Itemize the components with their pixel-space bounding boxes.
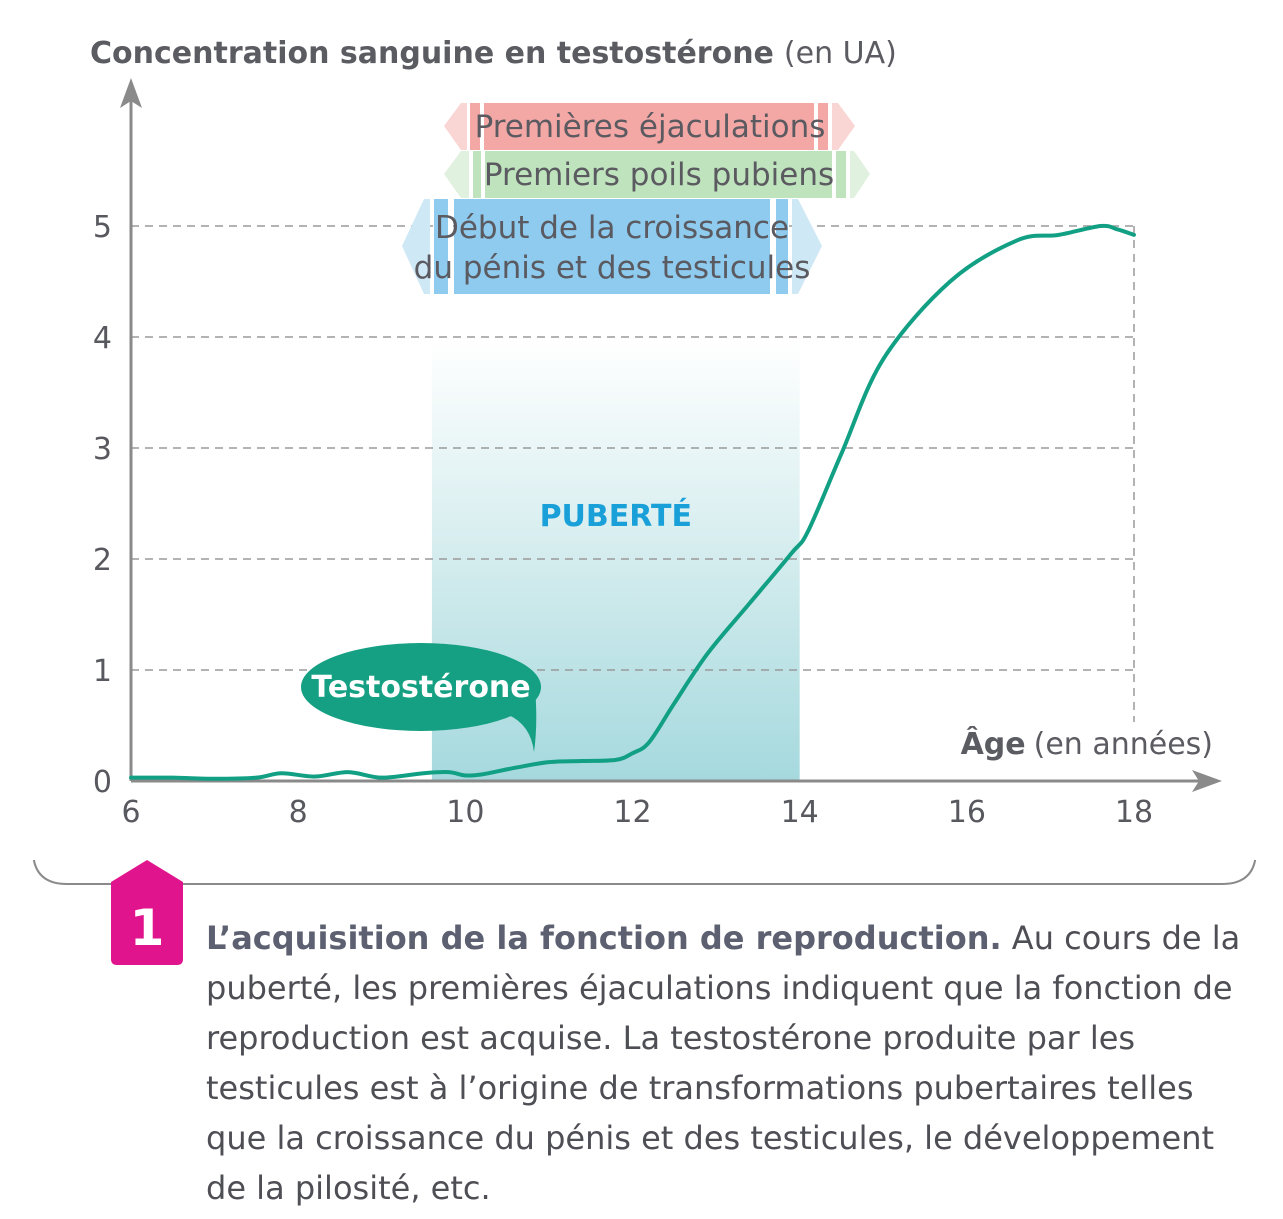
x-tick-label-14: 14 [781,795,819,830]
annotation-ejaculations-label: Premières éjaculations [475,109,826,145]
x-tick-label-6: 6 [121,795,140,830]
y-tick-label-4: 4 [93,321,112,356]
caption-body: Au cours de la puberté, les premières éj… [206,919,1241,1207]
annotation-ejaculations-right-edge [818,103,828,150]
annotation-pubic-hair-left-arrow [444,151,461,198]
annotation-pubic-hair-left-edge [473,151,481,198]
y-tick-label-3: 3 [93,432,112,467]
annotation-ejaculations-bar [484,103,814,150]
x-tick-label-8: 8 [289,795,308,830]
testosterone-series-line [129,223,1136,781]
testosterone-callout: Testostérone [301,643,541,752]
x-tick-label-10: 10 [446,795,484,830]
annotation-growth: Début de la croissance du pénis et des t… [402,199,822,294]
annotation-growth-right-edge [776,199,788,294]
annotation-ejaculations-right-cap [832,103,838,150]
caption-title: L’acquisition de la fonction de reproduc… [206,919,1002,957]
y-tick-label-1: 1 [93,654,112,689]
annotation-growth-label-line1: Début de la croissance [435,210,789,246]
annotation-ejaculations-left-arrow [444,103,461,150]
figure-number-badge [111,860,183,965]
annotation-pubic-hair-bar [485,151,832,198]
callout-tail [500,688,537,752]
annotation-growth-left-arrow [402,199,424,294]
testosterone-chart: PUBERTÉ Premières éjaculations Premiers … [90,36,1222,830]
annotation-pubic-hair-right-edge [836,151,846,198]
x-tick-labels: 6 8 10 12 14 16 18 [121,795,1153,830]
figure-number: 1 [129,899,165,957]
x-axis-title: Âge (en années) [961,726,1213,762]
puberty-label: PUBERTÉ [540,498,692,534]
gridlines [131,225,1135,722]
annotation-ejaculations-left-edge [470,103,480,150]
y-tick-label-2: 2 [93,543,112,578]
annotation-growth-left-cap [424,199,430,294]
y-axis-title: Concentration sanguine en testostérone (e… [90,36,897,71]
y-axis-arrow [120,78,142,108]
x-axis-arrow [1192,770,1222,792]
callout-label: Testostérone [311,670,530,705]
annotation-growth-right-arrow [798,199,822,294]
y-tick-labels: 0 1 2 3 4 5 [93,210,112,800]
annotation-growth-right-cap [792,199,798,294]
annotation-ejaculations-left-cap [461,103,467,150]
badge-shape [111,860,183,965]
annotation-pubic-hair-right-cap [850,151,854,198]
annotation-ejaculations: Premières éjaculations [444,103,855,150]
caption-frame [32,860,1257,885]
caption-frame-line [32,860,1257,885]
annotation-growth-label-line2: du pénis et des testicules [414,250,811,286]
annotation-pubic-hair-label: Premiers poils pubiens [484,157,834,193]
y-tick-label-5: 5 [93,210,112,245]
y-tick-label-0: 0 [93,765,112,800]
annotation-growth-left-edge [434,199,448,294]
annotation-pubic-hair-left-cap [461,151,469,198]
annotation-pubic-hair-right-arrow [854,151,870,198]
callout-bubble [301,643,541,731]
annotation-growth-bar [454,199,770,294]
x-tick-label-12: 12 [613,795,651,830]
caption-text: L’acquisition de la fonction de reproduc… [206,913,1256,1213]
annotation-ejaculations-right-arrow [838,103,855,150]
x-tick-label-16: 16 [948,795,986,830]
axes [120,78,1222,792]
annotation-pubic-hair: Premiers poils pubiens [444,151,870,198]
x-tick-label-18: 18 [1115,795,1153,830]
